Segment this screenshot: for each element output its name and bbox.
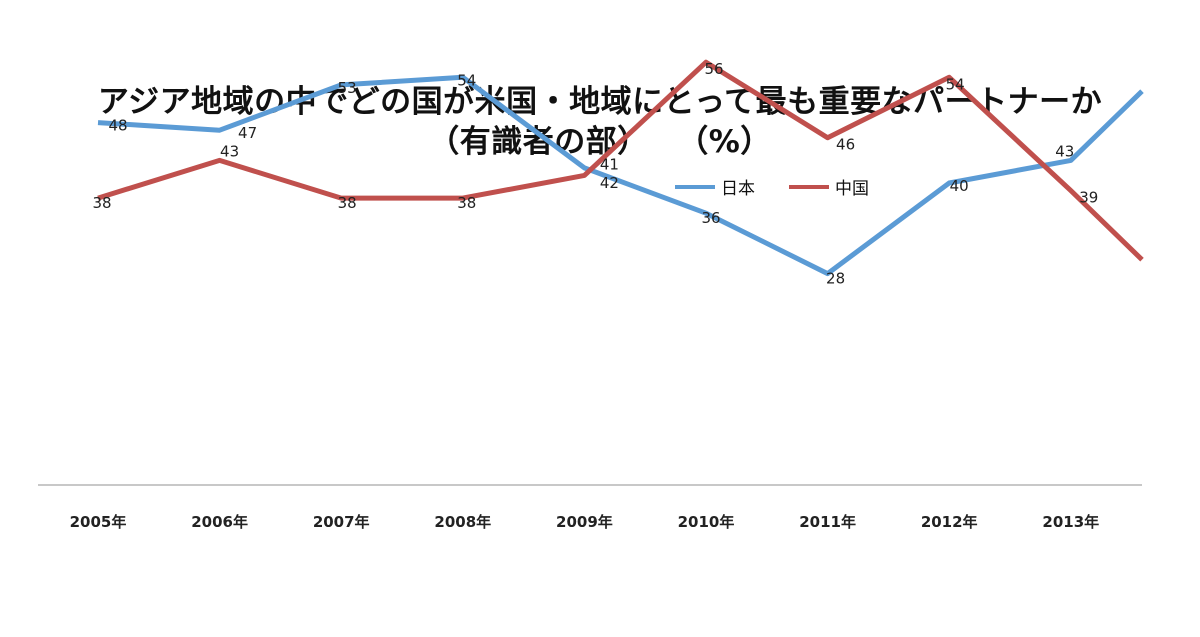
x-tick-label: 2009年 [556,513,613,531]
x-tick-label: 2008年 [434,513,491,531]
x-tick-label: 2011年 [799,513,856,531]
x-tick-label: 2013年 [1042,513,1099,531]
data-label: 40 [950,177,969,195]
data-label: 46 [836,136,855,154]
data-label: 54 [457,71,476,89]
legend-item-japan: 日本 [675,174,755,199]
data-label: 41 [600,155,619,173]
data-label: 36 [701,209,720,227]
x-tick-label: 2007年 [313,513,370,531]
data-label: 56 [704,60,723,78]
data-label: 28 [826,270,845,288]
chart-subtitle: （有識者の部） （%） [0,116,1200,161]
legend-label-china: 中国 [835,179,869,199]
legend-item-china: 中国 [789,174,869,199]
data-label: 43 [220,142,239,160]
data-label: 38 [338,194,357,212]
x-tick-label: 2012年 [921,513,978,531]
data-label: 43 [1055,142,1074,160]
data-label: 42 [600,174,619,192]
chart-unit: （%） [692,124,772,160]
x-tick-label: 2010年 [678,513,735,531]
x-tick-label: 2005年 [70,513,127,531]
legend-swatch-china [789,184,829,189]
data-label: 54 [946,75,965,93]
legend-swatch-japan [675,184,715,189]
series-line-1 [97,59,1144,262]
data-label: 38 [92,194,111,212]
data-label: 48 [108,117,127,135]
legend: 日本 中国 [675,174,903,199]
series-line-0 [97,74,1144,277]
x-tick-label: 2006年 [191,513,248,531]
legend-label-japan: 日本 [721,179,755,199]
data-label: 39 [1079,189,1098,207]
chart-subtitle-text: （有識者の部） [428,124,649,160]
data-label: 47 [238,124,257,142]
data-label: 53 [338,79,357,97]
data-label: 38 [457,194,476,212]
